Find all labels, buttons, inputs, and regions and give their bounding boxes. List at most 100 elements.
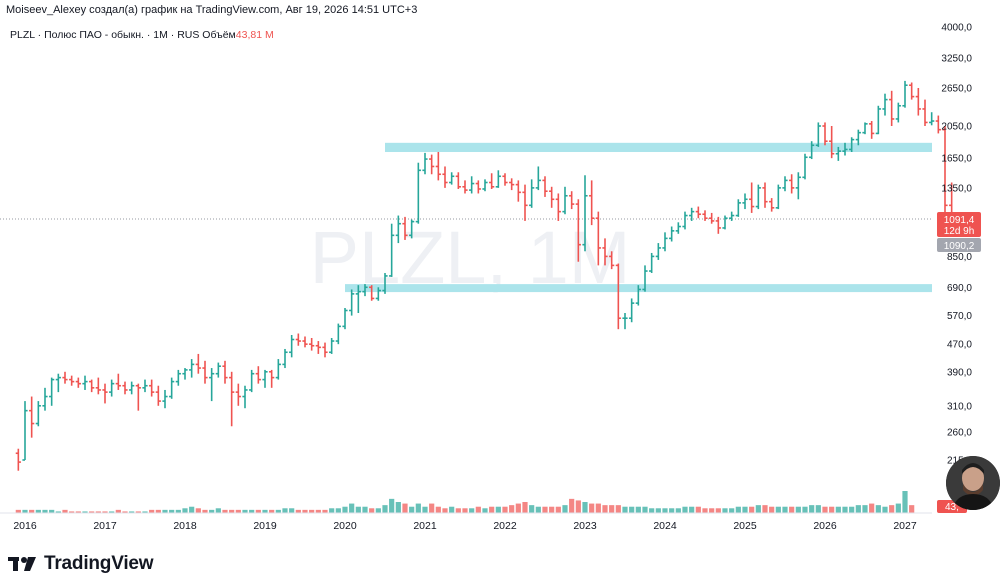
volume-bar xyxy=(135,511,141,513)
ohlc-bar xyxy=(122,381,128,395)
time-axis[interactable]: 2016 2017 2018 2019 2020 2021 2022 2023 2024 2025… xyxy=(13,520,917,532)
time-axis-label: 2018 xyxy=(173,520,197,532)
volume-bar xyxy=(582,502,588,513)
volume-bar xyxy=(302,509,308,513)
ohlc-bar xyxy=(729,211,735,221)
ohlc-bar xyxy=(135,383,141,411)
last-price-value: 1091,4 xyxy=(944,215,975,226)
legend-interval[interactable]: 1M xyxy=(153,29,168,41)
ohlc-bar xyxy=(462,180,468,194)
ohlc-bar xyxy=(662,232,668,252)
volume-bar xyxy=(102,511,108,513)
volume-bar xyxy=(569,498,575,513)
ohlc-bar xyxy=(22,401,28,461)
volume-bar xyxy=(782,506,788,513)
volume-bar xyxy=(902,491,908,513)
ohlc-bar xyxy=(895,102,901,123)
volume-bars xyxy=(15,491,915,513)
ohlc-bar xyxy=(795,172,801,200)
ohlc-bar xyxy=(775,184,781,210)
ohlc-bar xyxy=(62,371,68,384)
ohlc-bar xyxy=(169,377,175,399)
avatar-photo-icon xyxy=(946,456,1000,510)
ohlc-bar xyxy=(589,180,595,226)
symbol-legend: PLZL · Полюс ПАО - обыкн. · 1M · RUS Объ… xyxy=(10,29,274,41)
ohlc-bar xyxy=(229,371,235,427)
volume-bar xyxy=(855,505,861,513)
volume-bar xyxy=(175,509,181,513)
legend-description: Полюс ПАО - обыкн. xyxy=(44,29,144,41)
volume-bar xyxy=(402,503,408,513)
volume-bar xyxy=(349,503,355,513)
ohlc-bar xyxy=(209,368,215,402)
ohlc-bar xyxy=(875,105,881,135)
ohlc-bar xyxy=(342,307,348,330)
ohlc-bar xyxy=(315,341,321,354)
ohlc-bar xyxy=(869,121,875,139)
time-axis-label: 2016 xyxy=(13,520,37,532)
ohlc-bar xyxy=(182,368,188,380)
volume-bar xyxy=(535,506,541,513)
author-avatar[interactable] xyxy=(946,456,1000,510)
volume-bar xyxy=(375,508,381,513)
volume-bar xyxy=(315,509,321,513)
volume-bar xyxy=(89,511,95,513)
ohlc-bar xyxy=(655,243,661,260)
legend-exchange: RUS xyxy=(177,29,200,41)
volume-bar xyxy=(762,505,768,513)
volume-bar xyxy=(329,508,335,513)
volume-bar xyxy=(589,503,595,513)
ohlc-bar xyxy=(355,285,361,314)
volume-bar xyxy=(182,508,188,513)
ohlc-bar xyxy=(149,379,155,397)
volume-bar xyxy=(322,509,328,513)
ohlc-bar xyxy=(262,369,268,388)
ohlc-bar xyxy=(609,251,615,270)
ohlc-bar xyxy=(682,211,688,230)
ohlc-bar xyxy=(642,265,648,292)
ohlc-bar xyxy=(615,263,621,330)
legend-symbol[interactable]: PLZL xyxy=(10,29,35,41)
ohlc-bar xyxy=(635,285,641,306)
ohlc-bar xyxy=(849,137,855,153)
tradingview-logo[interactable]: TradingView xyxy=(8,551,154,577)
ohlc-bar xyxy=(202,360,208,384)
bar-countdown: 12d 9h xyxy=(944,226,975,237)
volume-bar xyxy=(49,509,55,513)
ohlc-bar xyxy=(449,172,455,185)
volume-bar xyxy=(435,506,441,513)
volume-bar xyxy=(875,505,881,513)
ohlc-bar xyxy=(929,112,935,126)
ohlc-bar xyxy=(282,348,288,369)
volume-bar xyxy=(389,498,395,513)
volume-bar xyxy=(109,511,115,513)
volume-bar xyxy=(355,506,361,513)
ohlc-bar xyxy=(942,126,948,226)
ohlc-bar xyxy=(255,366,261,384)
price-axis[interactable]: 4000,0 3250,0 2650,0 2050,0 1650,0 1350,0 850,… xyxy=(941,23,972,467)
volume-bar xyxy=(795,506,801,513)
volume-bar xyxy=(309,509,315,513)
ohlc-bar xyxy=(582,175,588,252)
volume-bar xyxy=(602,505,608,513)
volume-bar xyxy=(775,506,781,513)
volume-bar xyxy=(595,503,601,513)
ohlc-bar xyxy=(602,238,608,266)
ohlc-bar xyxy=(555,193,561,221)
volume-bar xyxy=(735,506,741,513)
ohlc-bar xyxy=(295,333,301,346)
volume-bar xyxy=(822,506,828,513)
ohlc-bar xyxy=(915,87,921,116)
volume-bar xyxy=(649,508,655,513)
price-chart[interactable]: PLZL, 1M 4000,03250,02650,02050,01650,01… xyxy=(0,0,1000,545)
ohlc-bar xyxy=(222,360,228,384)
ohlc-bar xyxy=(902,80,908,108)
volume-bar xyxy=(622,506,628,513)
volume-bar xyxy=(549,506,555,513)
volume-bar xyxy=(655,508,661,513)
volume-bar xyxy=(682,506,688,513)
volume-bar xyxy=(362,506,368,513)
price-axis-label: 310,0 xyxy=(947,401,972,412)
ohlc-bar xyxy=(435,152,441,181)
ohlc-bar xyxy=(115,373,121,390)
